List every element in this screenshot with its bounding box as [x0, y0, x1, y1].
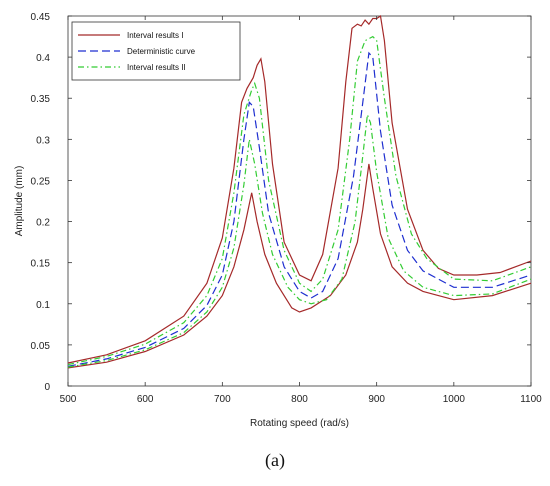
y-tick-label: 0.05 — [31, 341, 51, 352]
x-tick-label: 500 — [60, 394, 77, 405]
y-tick-label: 0.25 — [31, 176, 51, 187]
axis-ticks: 500 600 700 800 900 1000 1100 0 0.05 0.1 0.15 0.2 0.… — [31, 12, 543, 405]
y-tick-label: 0.15 — [31, 259, 51, 270]
y-tick-label: 0.1 — [36, 300, 50, 311]
y-tick-label: 0.35 — [31, 94, 51, 105]
legend-label: Interval results II — [127, 63, 186, 72]
y-tick-label: 0.2 — [36, 218, 50, 229]
x-tick-label: 600 — [137, 394, 154, 405]
figure-caption: (a) — [265, 450, 285, 470]
series-line-4 — [67, 35, 532, 366]
x-tick-label: 1100 — [520, 394, 542, 405]
y-tick-label: 0.4 — [36, 53, 50, 64]
x-tick-label: 800 — [291, 394, 308, 405]
y-tick-label: 0 — [44, 382, 50, 393]
series-line-5 — [67, 114, 532, 368]
legend-label: Interval results I — [127, 31, 183, 40]
x-tick-label: 1000 — [443, 394, 466, 405]
series-line-3 — [67, 51, 532, 367]
legend-box — [71, 21, 241, 81]
x-tick-label: 700 — [214, 394, 231, 405]
legend: Interval results I Deterministic curve Int… — [71, 21, 241, 81]
y-tick-label: 0.3 — [36, 135, 50, 146]
legend-label: Deterministic curve — [127, 47, 196, 56]
series-line-1 — [67, 14, 532, 364]
y-tick-label: 0.45 — [31, 12, 51, 23]
series-line-2 — [67, 163, 532, 369]
x-axis-label: Rotating speed (rad/s) — [250, 418, 349, 429]
x-tick-label: 900 — [368, 394, 385, 405]
y-axis-label: Amplitude (mm) — [14, 166, 25, 237]
